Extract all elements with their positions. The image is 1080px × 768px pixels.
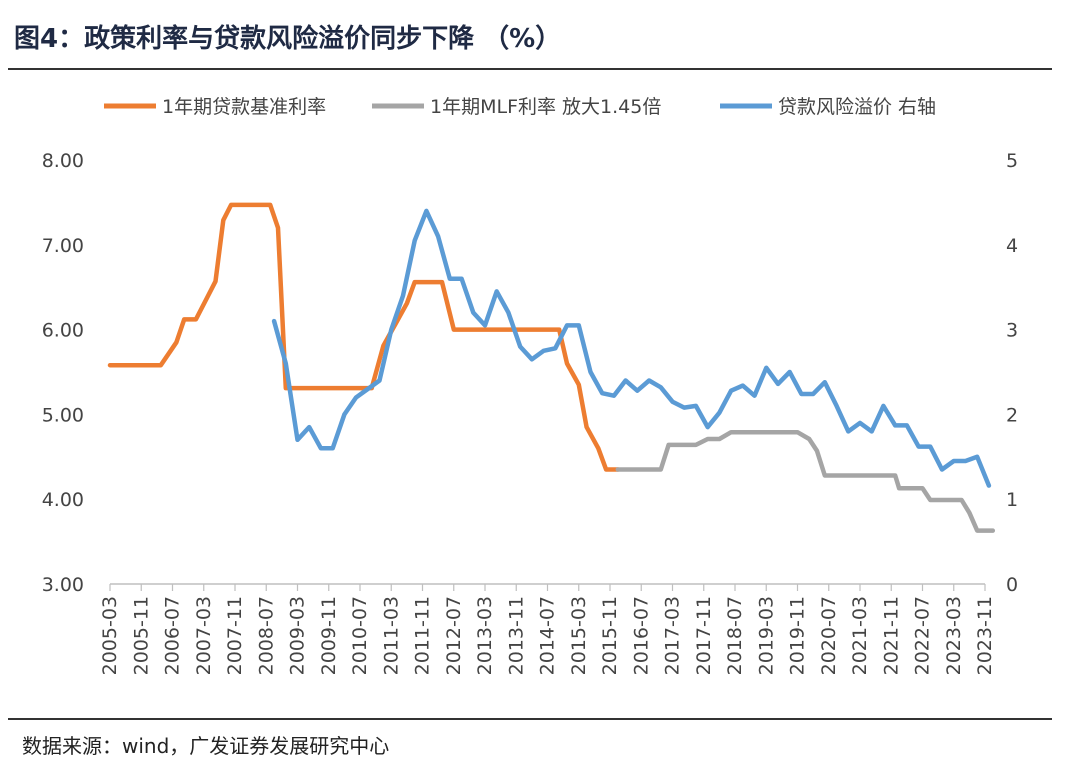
x-tick-label: 2007-03 (193, 596, 215, 675)
y-right-tick-label: 4 (1006, 235, 1018, 257)
x-tick-label: 2022-07 (912, 596, 934, 675)
y-left-tick-label: 3.00 (42, 574, 84, 596)
y-right-tick-label: 0 (1006, 574, 1018, 596)
chart-title: 图4：政策利率与贷款风险溢价同步下降 （%） (14, 24, 562, 54)
x-tick-label: 2018-07 (724, 596, 746, 675)
axes: 2005-03 2005-11 2006-07 2007-03 2007-11 2008-… (42, 150, 1018, 675)
x-tick-label: 2023-11 (974, 596, 996, 675)
x-tick-label: 2011-11 (412, 596, 434, 675)
y-right-tick-label: 2 (1006, 404, 1018, 426)
legend-label: 贷款风险溢价 右轴 (778, 96, 936, 118)
x-tick-label: 2013-11 (505, 596, 527, 675)
x-tick-label: 2009-11 (318, 596, 340, 675)
x-tick-label: 2020-07 (818, 596, 840, 675)
x-tick-label: 2016-07 (630, 596, 652, 675)
chart: 1年期贷款基准利率 1年期MLF利率 放大1.45倍 贷款风险溢价 右轴 2005-… (42, 96, 1018, 675)
top-rule (8, 68, 1052, 70)
x-tick-label: 2005-03 (99, 596, 121, 675)
x-tick-label: 2021-11 (880, 596, 902, 675)
x-tick-label: 2021-03 (849, 596, 871, 675)
x-tick-label: 2017-11 (693, 596, 715, 675)
source-note: 数据来源：wind，广发证券发展研究中心 (22, 734, 390, 758)
x-tick-label: 2011-03 (380, 596, 402, 675)
x-tick-label: 2010-07 (349, 596, 371, 675)
x-tick-label: 2015-03 (568, 596, 590, 675)
y-right-tick-label: 3 (1006, 320, 1018, 342)
x-tick-label: 2015-11 (599, 596, 621, 675)
series-loan-risk-premium (271, 208, 992, 488)
x-tick-label: 2019-11 (787, 596, 809, 675)
y-right-tick-label: 1 (1006, 489, 1018, 511)
x-tick-label: 2017-03 (662, 596, 684, 675)
series-mlf-rate (615, 429, 996, 533)
x-tick-label: 2006-07 (162, 596, 184, 675)
x-tick-label: 2009-03 (287, 596, 309, 675)
series-loan-prime-rate (107, 202, 621, 472)
y-left-tick-label: 6.00 (42, 320, 84, 342)
y-left-tick-label: 8.00 (42, 150, 84, 172)
bottom-rule (8, 718, 1052, 720)
x-tick-label: 2012-07 (443, 596, 465, 675)
y-left-tick-label: 7.00 (42, 235, 84, 257)
legend: 1年期贷款基准利率 1年期MLF利率 放大1.45倍 贷款风险溢价 右轴 (104, 96, 936, 118)
x-tick-label: 2014-07 (537, 596, 559, 675)
x-tick-label: 2023-03 (943, 596, 965, 675)
y-right-tick-label: 5 (1006, 150, 1018, 172)
x-tick-label: 2013-03 (474, 596, 496, 675)
x-tick-label: 2019-03 (755, 596, 777, 675)
x-tick-label: 2008-07 (255, 596, 277, 675)
y-left-tick-label: 4.00 (42, 489, 84, 511)
x-tick-label: 2005-11 (130, 596, 152, 675)
series-layer (107, 202, 996, 533)
legend-label: 1年期贷款基准利率 (162, 96, 326, 118)
y-left-tick-label: 5.00 (42, 404, 84, 426)
legend-label: 1年期MLF利率 放大1.45倍 (430, 96, 661, 118)
x-tick-label: 2007-11 (224, 596, 246, 675)
